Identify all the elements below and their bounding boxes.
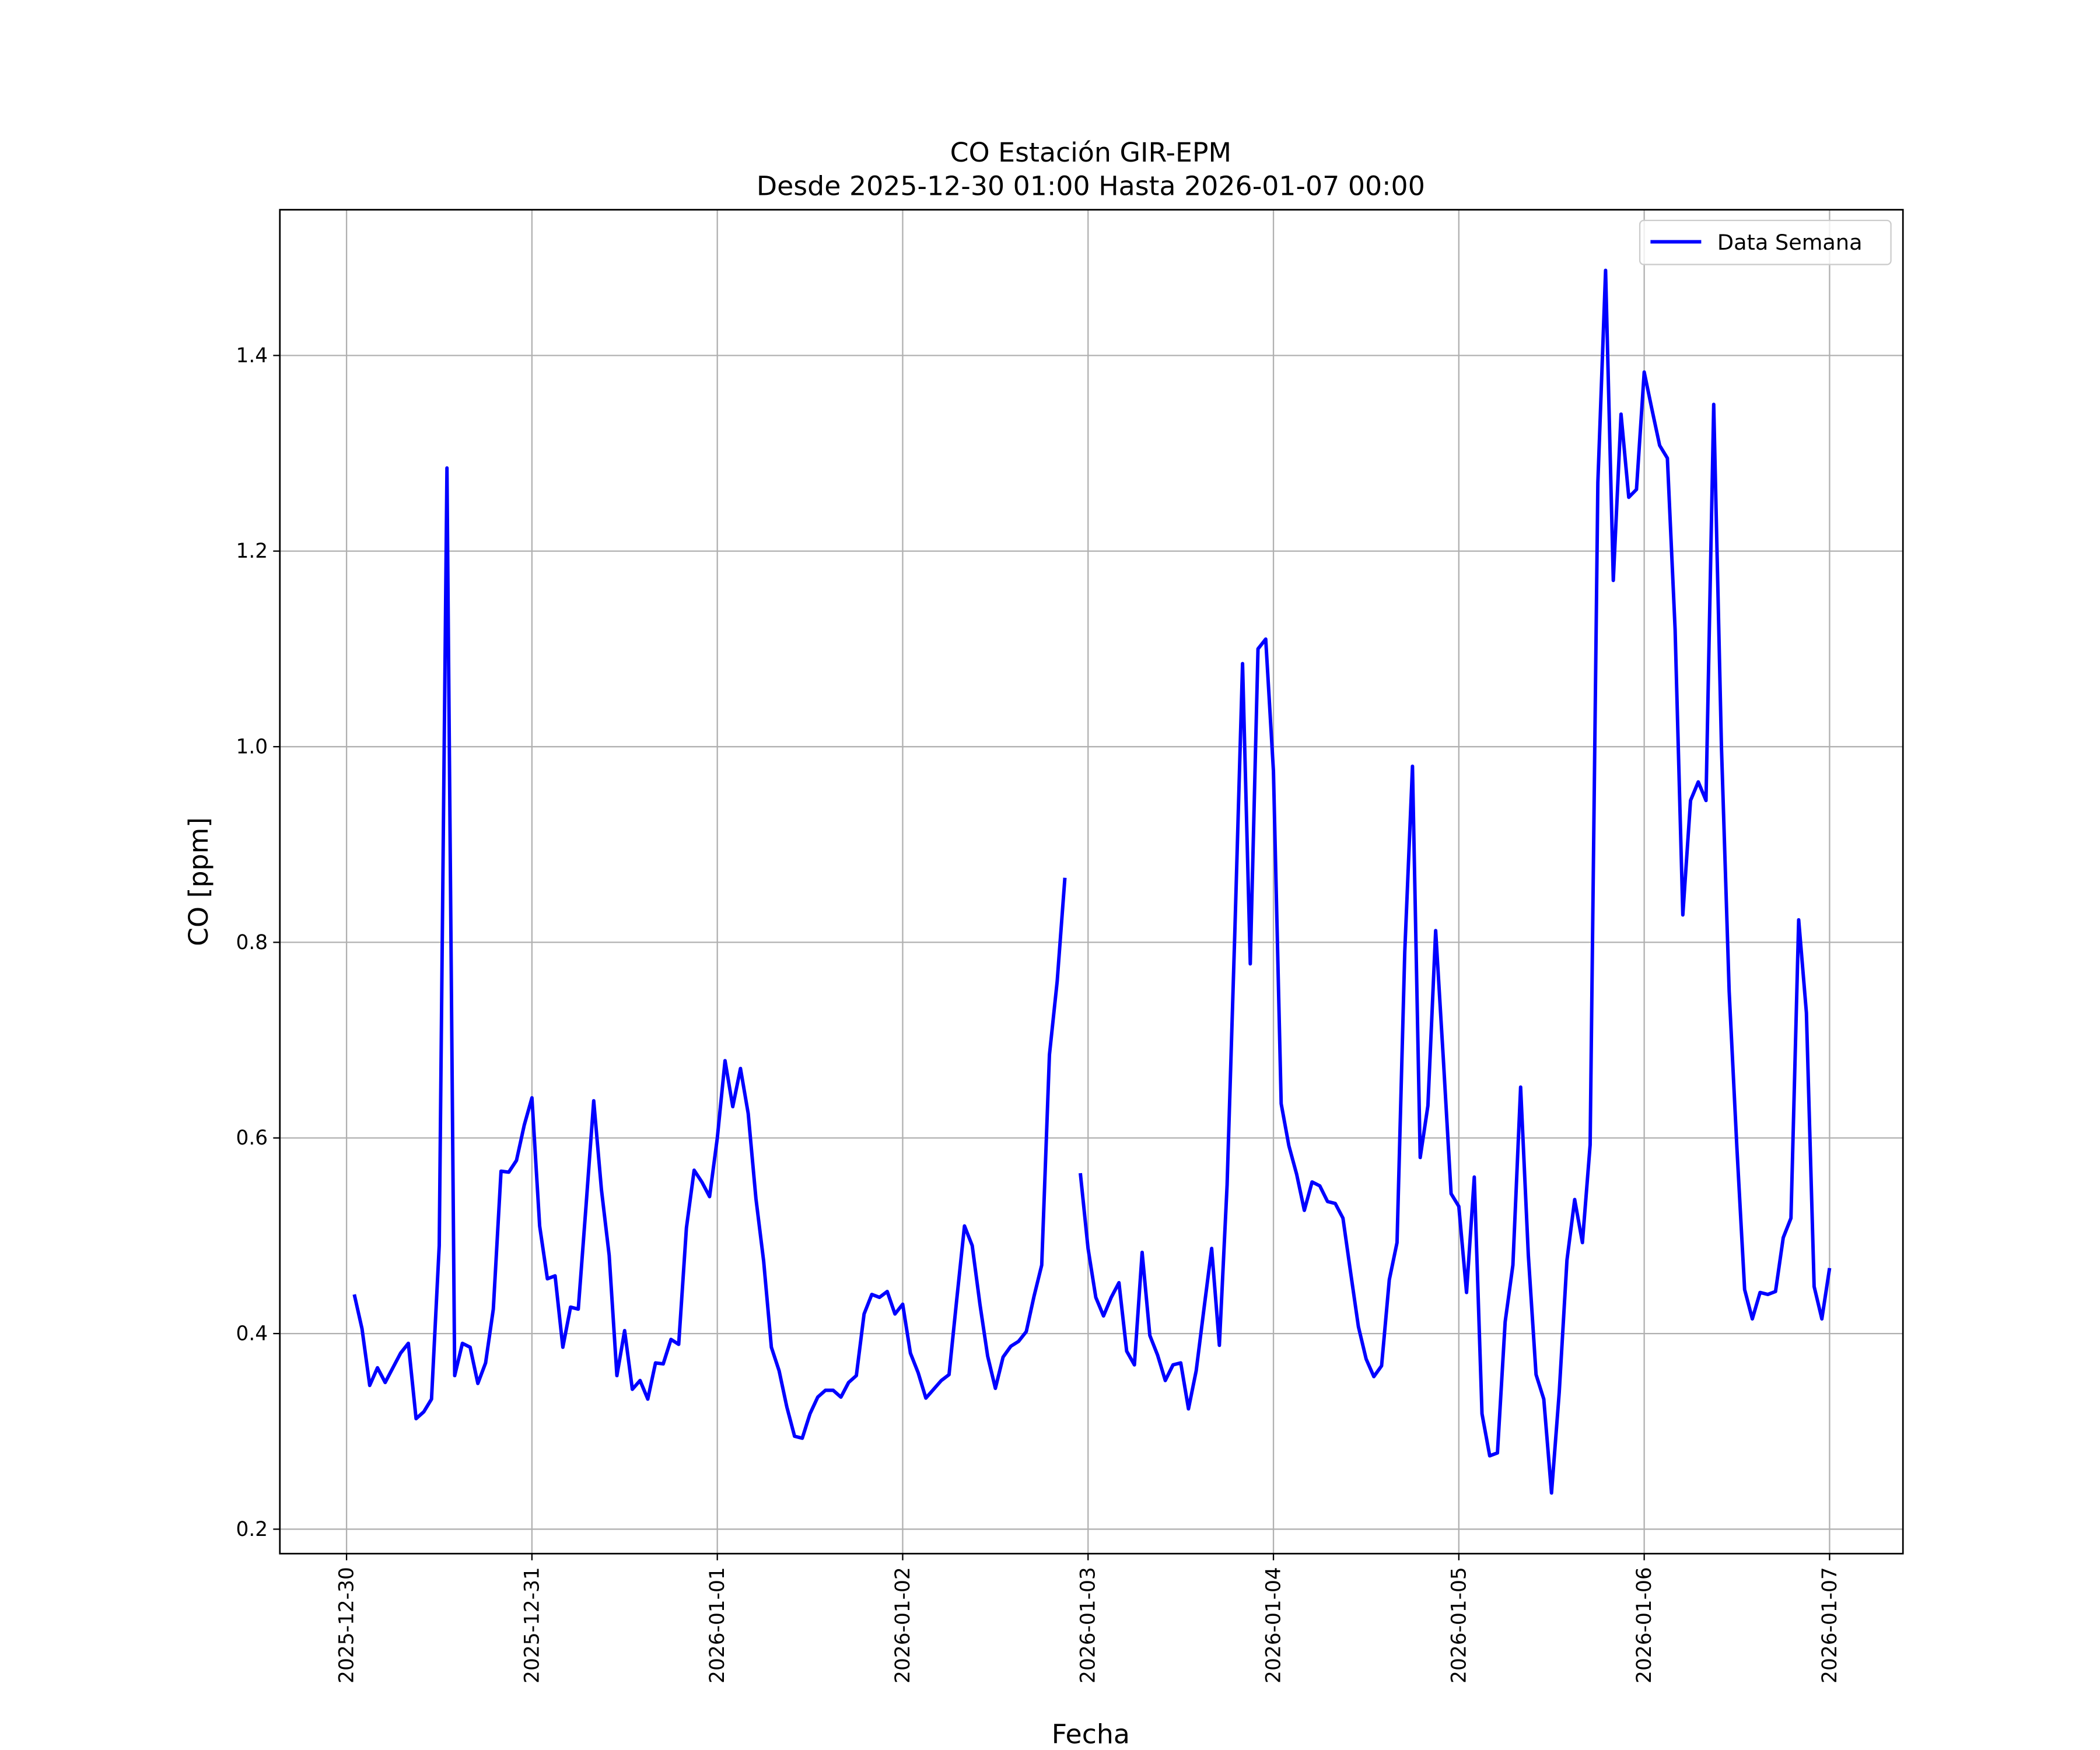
y-tick-label: 0.4 xyxy=(236,1322,268,1346)
y-tick-label: 1.2 xyxy=(236,540,268,563)
y-tick-label: 1.4 xyxy=(236,344,268,368)
x-tick-label: 2026-01-05 xyxy=(1447,1567,1471,1684)
legend-box xyxy=(1639,219,1892,265)
x-tick-label: 2025-12-30 xyxy=(335,1567,359,1684)
plot-frame xyxy=(279,209,1904,1555)
y-axis-label: CO [ppm] xyxy=(183,817,214,946)
x-tick-label: 2026-01-01 xyxy=(706,1567,729,1684)
y-tick-label: 0.6 xyxy=(236,1126,268,1150)
x-tick-label: 2025-12-31 xyxy=(520,1567,544,1684)
y-tick-label: 0.8 xyxy=(236,931,268,954)
legend-label: Data Semana xyxy=(1717,230,1863,255)
x-axis-label: Fecha xyxy=(1052,1718,1130,1750)
x-tick-label: 2026-01-03 xyxy=(1077,1567,1100,1684)
legend: Data Semana xyxy=(1639,219,1892,265)
chart-subtitle: Desde 2025-12-30 01:00 Hasta 2026-01-07 … xyxy=(757,170,1425,201)
background xyxy=(18,0,2082,1750)
x-tick-label: 2026-01-04 xyxy=(1262,1567,1285,1684)
x-tick-label: 2026-01-06 xyxy=(1633,1567,1656,1684)
y-tick-label: 0.2 xyxy=(236,1518,268,1541)
y-tick-label: 1.0 xyxy=(236,736,268,759)
data-line xyxy=(352,268,1832,1495)
x-tick-label: 2026-01-07 xyxy=(1818,1567,1842,1684)
x-tick-label: 2026-01-02 xyxy=(891,1567,915,1684)
chart-title: CO Estación GIR-EPM xyxy=(950,136,1231,168)
